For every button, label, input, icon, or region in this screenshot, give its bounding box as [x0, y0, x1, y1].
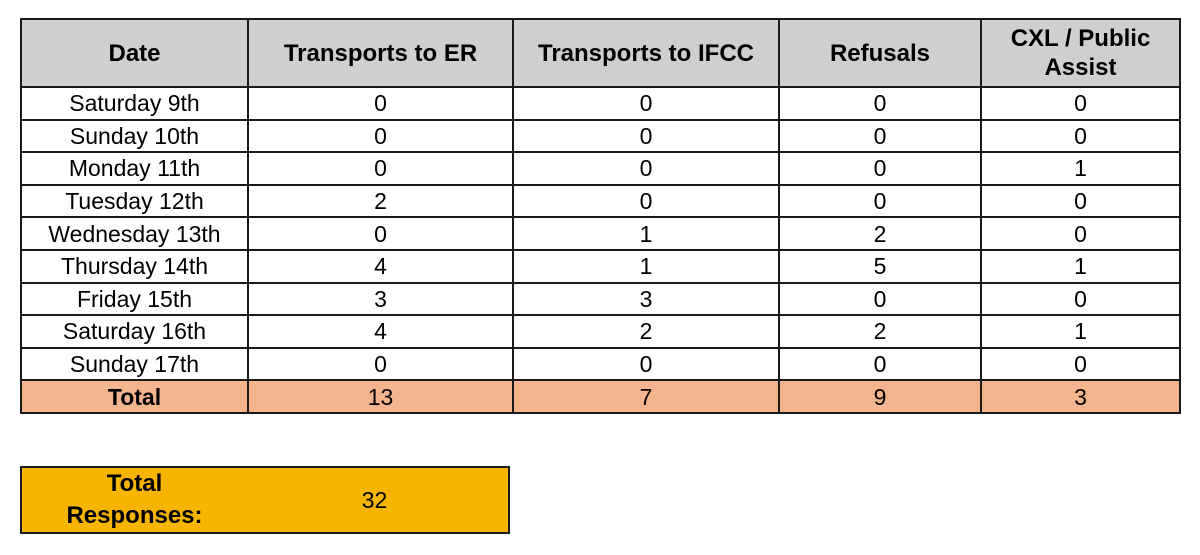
cell-cxl-public-assist: 1 — [980, 151, 1181, 186]
table-row: Saturday 9th 0 0 0 0 — [20, 86, 1181, 121]
total-refusals: 9 — [778, 379, 982, 415]
cell-transports-ifcc: 1 — [512, 248, 780, 284]
cell-cxl-public-assist: 1 — [980, 248, 1181, 284]
total-transports-ifcc: 7 — [512, 379, 780, 415]
table-row: Tuesday 12th 2 0 0 0 — [20, 183, 1181, 219]
total-cxl-public-assist: 3 — [980, 379, 1181, 415]
cell-refusals: 0 — [778, 151, 982, 186]
cell-cxl-public-assist: 0 — [980, 346, 1181, 382]
responses-table: Date Transports to ER Transports to IFCC… — [20, 18, 1181, 415]
cell-date: Friday 15th — [20, 281, 249, 317]
cell-transports-er: 0 — [247, 346, 514, 382]
header-transports-ifcc: Transports to IFCC — [512, 18, 780, 88]
header-row: Date Transports to ER Transports to IFCC… — [20, 18, 1181, 88]
cell-refusals: 0 — [778, 86, 982, 121]
cell-refusals: 5 — [778, 248, 982, 284]
header-cxl-public-assist: CXL / Public Assist — [980, 18, 1181, 88]
total-responses-box: Total Responses: 32 — [20, 466, 510, 534]
table-row: Friday 15th 3 3 0 0 — [20, 281, 1181, 317]
cell-cxl-public-assist: 1 — [980, 314, 1181, 349]
cell-transports-ifcc: 0 — [512, 346, 780, 382]
table-row: Thursday 14th 4 1 5 1 — [20, 248, 1181, 284]
cell-date: Sunday 17th — [20, 346, 249, 382]
cell-date: Monday 11th — [20, 151, 249, 186]
cell-refusals: 0 — [778, 118, 982, 154]
cell-transports-er: 0 — [247, 118, 514, 154]
cell-refusals: 0 — [778, 183, 982, 219]
table-row: Monday 11th 0 0 0 1 — [20, 151, 1181, 186]
total-responses-value: 32 — [361, 486, 388, 513]
header-date: Date — [20, 18, 249, 88]
cell-transports-ifcc: 3 — [512, 281, 780, 317]
total-label: Total — [20, 379, 249, 415]
cell-cxl-public-assist: 0 — [980, 216, 1181, 251]
cell-cxl-public-assist: 0 — [980, 86, 1181, 121]
cell-transports-er: 0 — [247, 151, 514, 186]
cell-date: Saturday 9th — [20, 86, 249, 121]
total-responses-label: Total Responses: — [66, 470, 203, 529]
total-row: Total 13 7 9 3 — [20, 379, 1181, 415]
cell-refusals: 0 — [778, 281, 982, 317]
cell-transports-ifcc: 0 — [512, 183, 780, 219]
cell-transports-er: 2 — [247, 183, 514, 219]
cell-date: Saturday 16th — [20, 314, 249, 349]
table-row: Sunday 17th 0 0 0 0 — [20, 346, 1181, 382]
cell-transports-ifcc: 0 — [512, 118, 780, 154]
cell-refusals: 2 — [778, 216, 982, 251]
cell-transports-ifcc: 1 — [512, 216, 780, 251]
table-row: Sunday 10th 0 0 0 0 — [20, 118, 1181, 154]
cell-transports-ifcc: 2 — [512, 314, 780, 349]
cell-transports-er: 0 — [247, 86, 514, 121]
cell-refusals: 0 — [778, 346, 982, 382]
header-refusals: Refusals — [778, 18, 982, 88]
cell-date: Wednesday 13th — [20, 216, 249, 251]
cell-transports-ifcc: 0 — [512, 151, 780, 186]
cell-date: Tuesday 12th — [20, 183, 249, 219]
table-row: Saturday 16th 4 2 2 1 — [20, 314, 1181, 349]
cell-date: Thursday 14th — [20, 248, 249, 284]
cell-cxl-public-assist: 0 — [980, 183, 1181, 219]
header-transports-er: Transports to ER — [247, 18, 514, 88]
cell-transports-er: 3 — [247, 281, 514, 317]
total-transports-er: 13 — [247, 379, 514, 415]
cell-transports-ifcc: 0 — [512, 86, 780, 121]
cell-transports-er: 0 — [247, 216, 514, 251]
cell-transports-er: 4 — [247, 314, 514, 349]
cell-transports-er: 4 — [247, 248, 514, 284]
table-row: Wednesday 13th 0 1 2 0 — [20, 216, 1181, 251]
cell-cxl-public-assist: 0 — [980, 118, 1181, 154]
cell-date: Sunday 10th — [20, 118, 249, 154]
cell-refusals: 2 — [778, 314, 982, 349]
cell-cxl-public-assist: 0 — [980, 281, 1181, 317]
